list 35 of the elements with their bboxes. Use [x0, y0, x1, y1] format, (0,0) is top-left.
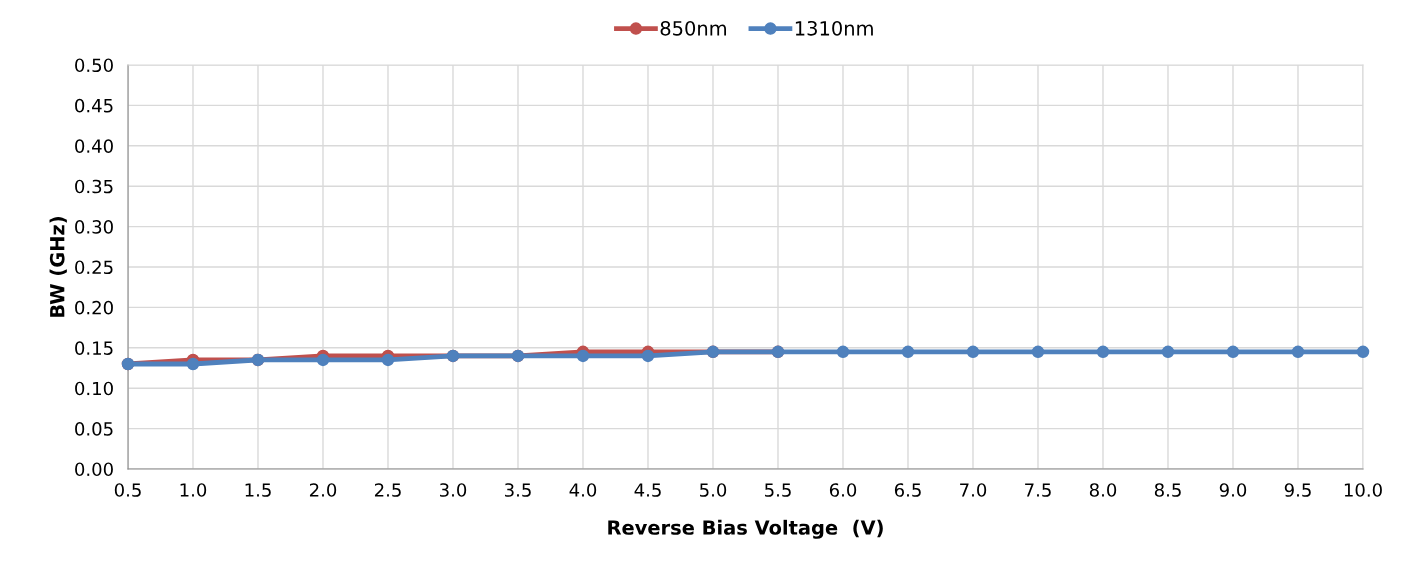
x-tick-label: 5.0 [700, 483, 727, 497]
x-tick-label: 4.0 [569, 483, 597, 497]
x-tick-label: 4.5 [634, 483, 661, 497]
x-tick-label: 0.5 [114, 483, 141, 497]
x-tick-label: 3.0 [440, 483, 467, 497]
x-tick-label: 7.5 [1025, 483, 1051, 497]
x-tick-label: 8.0 [1089, 483, 1117, 497]
x-tick-label: 10.0 [1344, 483, 1382, 497]
y-tick-label: 0.00 [75, 462, 113, 477]
x-tick-label: 5.5 [765, 483, 791, 497]
y-tick-label: 0.05 [75, 422, 113, 436]
x-tick-label: 1.5 [245, 483, 271, 497]
x-tick-label: 7.0 [960, 483, 987, 497]
y-tick-label: 0.25 [75, 260, 113, 275]
x-tick-label: 6.5 [894, 483, 921, 497]
legend-label: 850nm [660, 20, 726, 36]
y-tick-label: 0.35 [75, 179, 113, 194]
x-tick-label: 2.0 [309, 483, 337, 497]
x-tick-label: 1.0 [180, 483, 207, 497]
x-tick-label: 3.5 [505, 483, 531, 497]
x-tick-label: 9.0 [1219, 483, 1247, 497]
x-tick-label: 9.5 [1284, 483, 1311, 497]
y-tick-label: 0.40 [75, 139, 113, 153]
y-tick-label: 0.50 [75, 58, 113, 73]
y-tick-label: 0.15 [75, 341, 113, 355]
x-tick-label: 2.5 [374, 483, 401, 497]
y-axis-title: BW (GHz) [49, 217, 67, 317]
x-tick-label: 6.0 [829, 483, 857, 497]
legend-label: 1310nm [795, 20, 873, 36]
y-tick-label: 0.20 [75, 300, 113, 315]
y-tick-label: 0.30 [75, 220, 113, 234]
y-tick-label: 0.45 [75, 98, 113, 113]
x-axis-title: Reverse Bias Voltage (V) [608, 519, 883, 539]
y-tick-label: 0.10 [75, 381, 113, 396]
x-tick-label: 8.5 [1154, 483, 1181, 497]
